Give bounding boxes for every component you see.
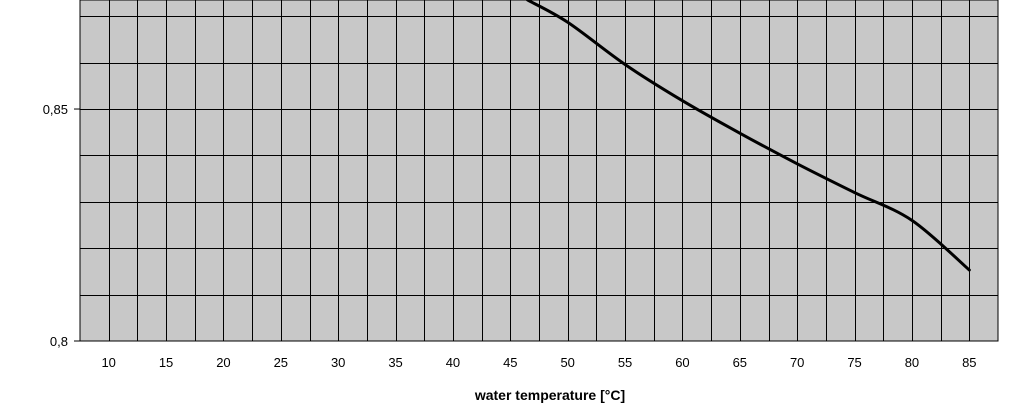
x-tick-label: 10: [101, 355, 115, 370]
y-tick-label: 0,8: [50, 334, 68, 349]
x-tick-label: 70: [790, 355, 804, 370]
vertical-gridlines: [109, 0, 970, 341]
x-tick-label: 35: [388, 355, 402, 370]
x-axis-title: water temperature [°C]: [474, 387, 625, 403]
x-tick-label: 50: [560, 355, 574, 370]
x-tick-label: 60: [675, 355, 689, 370]
x-tick-label: 20: [216, 355, 230, 370]
x-tick-label: 80: [905, 355, 919, 370]
x-tick-label: 25: [274, 355, 288, 370]
x-tick-label: 30: [331, 355, 345, 370]
x-tick-label: 55: [618, 355, 632, 370]
x-tick-label: 45: [503, 355, 517, 370]
series-layer: [526, 0, 971, 272]
x-axis-ticks: 10 15 20 25 30 35 40 45 50 55 60 65 70 75 80 85: [101, 355, 976, 370]
x-tick-label: 75: [847, 355, 861, 370]
horizontal-gridlines: [80, 16, 998, 296]
y-tick-label: 0,85: [43, 102, 68, 117]
x-tick-label: 40: [446, 355, 460, 370]
x-tick-label: 85: [962, 355, 976, 370]
x-tick-label: 65: [733, 355, 747, 370]
x-tick-label: 15: [159, 355, 173, 370]
series-line: [526, 0, 971, 272]
y-axis-ticks: 0,8 0,85: [43, 102, 80, 349]
